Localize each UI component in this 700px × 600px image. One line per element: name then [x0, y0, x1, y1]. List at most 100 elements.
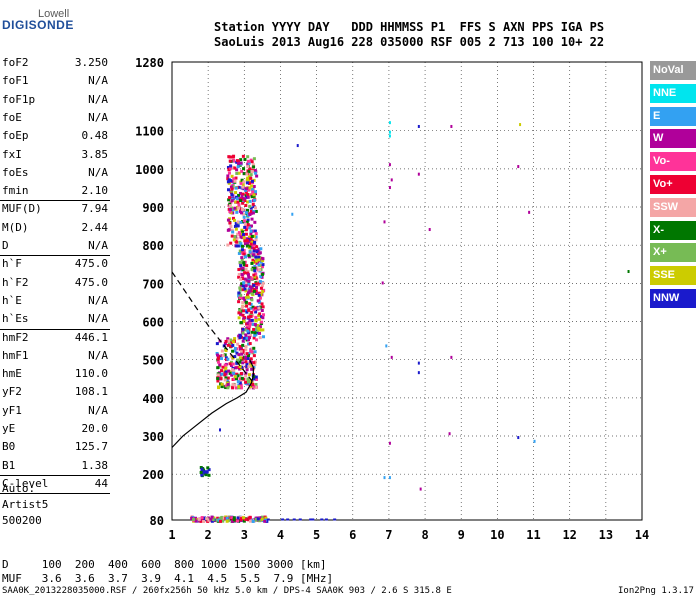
echo-point [245, 352, 249, 356]
echo-point [234, 377, 238, 381]
echo-point [250, 187, 254, 191]
echo-point [246, 176, 250, 180]
echo-point [232, 218, 236, 222]
echo-point [249, 229, 253, 233]
echo-point [226, 376, 230, 380]
x-tick-label: 6 [349, 528, 356, 542]
echo-point [236, 224, 240, 228]
param-value: 1.38 [81, 458, 109, 472]
low-echo-point [254, 518, 258, 522]
echo-point [255, 174, 259, 178]
echo-point [224, 370, 228, 374]
echo-point [226, 343, 230, 347]
echo-point [253, 171, 257, 175]
echo-point [237, 268, 241, 272]
low-echo-point [298, 518, 302, 521]
echo-point [252, 178, 256, 182]
scatter-point [388, 476, 391, 480]
echo-point [240, 352, 244, 356]
echo-point [226, 177, 230, 181]
echo-point [252, 289, 256, 293]
echo-point [220, 382, 224, 386]
echo-point [221, 365, 225, 369]
echo-point [259, 275, 263, 279]
echo-point [262, 335, 266, 339]
echo-point [252, 377, 256, 381]
echo-point [243, 287, 247, 291]
low-echo-point [232, 518, 236, 522]
echo-point [250, 184, 254, 188]
echo-point [252, 336, 256, 340]
low-echo-point [213, 518, 217, 522]
param-value: 108.1 [74, 385, 108, 399]
echo-point [238, 345, 242, 349]
echo-point [238, 296, 242, 300]
echo-point [261, 290, 265, 294]
echo-point [246, 159, 250, 163]
echo-point [237, 300, 241, 304]
echo-point [233, 224, 237, 228]
y-tick-label: 900 [142, 201, 164, 215]
echo-point [241, 339, 245, 343]
param-value: N/A [88, 348, 108, 362]
echo-point [245, 239, 249, 243]
echo-point [254, 259, 258, 263]
echo-point [237, 159, 241, 163]
param-name: h`Es [2, 312, 29, 326]
echo-point [242, 236, 246, 240]
low-echo-point [248, 519, 252, 523]
echo-point [254, 383, 258, 387]
low-echo-point [242, 519, 246, 523]
echo-point [223, 373, 227, 377]
echo-point [248, 226, 252, 230]
echo-point [241, 232, 245, 236]
scatter-point [533, 439, 536, 443]
echo-point [252, 283, 256, 287]
echo-point [235, 351, 239, 355]
echo-point [251, 292, 255, 296]
param-name: yE [2, 422, 16, 435]
echo-point [250, 330, 254, 334]
low-echo-point [216, 516, 220, 520]
echo-point [200, 473, 204, 477]
x-tick-label: 13 [599, 528, 613, 542]
echo-point [238, 381, 242, 385]
echo-point [247, 188, 251, 192]
low-echo-point [225, 519, 229, 523]
electron-density-profile [171, 359, 254, 448]
low-echo-point [258, 519, 262, 523]
echo-point [247, 235, 251, 239]
echo-point [248, 324, 252, 328]
echo-point [249, 237, 253, 241]
echo-point [247, 161, 251, 165]
echo-point [247, 255, 251, 259]
echo-point [252, 157, 256, 161]
echo-point [243, 254, 247, 258]
echo-point [240, 256, 244, 260]
echo-point [244, 190, 248, 194]
echo-point [241, 219, 245, 223]
echo-point [248, 289, 252, 293]
echo-point [245, 304, 249, 308]
scatter-point [450, 124, 453, 128]
echo-point [251, 322, 255, 326]
echo-point [224, 366, 228, 370]
echo-point [241, 301, 245, 305]
echo-point [246, 213, 250, 217]
echo-point [235, 197, 239, 201]
low-echo-point [215, 518, 219, 522]
echo-point [241, 284, 245, 288]
echo-point [216, 353, 220, 357]
echo-point [254, 272, 258, 276]
echo-point [239, 207, 243, 211]
echo-point [257, 314, 261, 318]
footer-version: Ion2Png 1.3.17 [618, 586, 694, 596]
echo-point [248, 334, 252, 338]
param-value: 446.1 [74, 330, 108, 344]
echo-point [240, 261, 244, 265]
echo-point [228, 204, 232, 208]
echo-point [224, 384, 228, 388]
y-tick-label: 800 [142, 239, 164, 253]
echo-point [246, 270, 250, 274]
echo-point [251, 202, 255, 206]
